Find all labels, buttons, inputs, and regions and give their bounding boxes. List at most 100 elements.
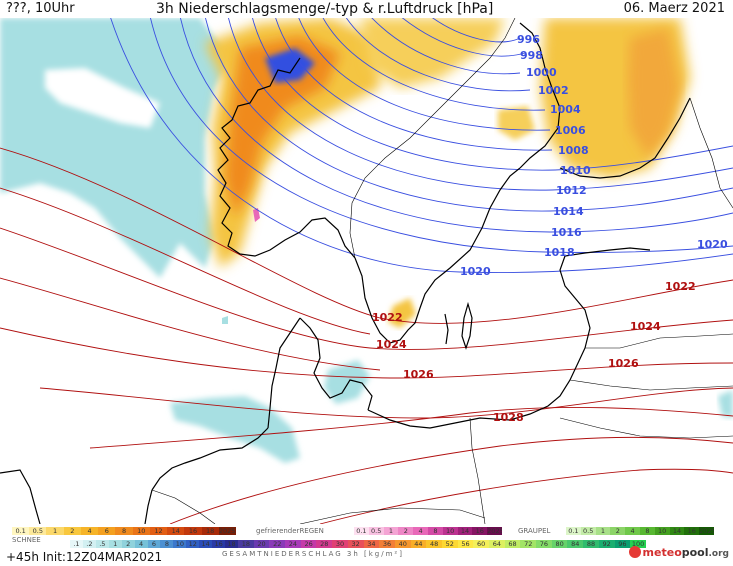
valid-time-label: ???, 10Uhr <box>6 1 75 16</box>
legend-snow-label: SCHNEE <box>12 536 41 544</box>
legend-total-swatch: 34 <box>363 540 380 548</box>
legend-total-swatch: 84 <box>567 540 584 548</box>
coast-bothnia <box>519 22 561 169</box>
coast-netherlands <box>144 489 153 524</box>
isobar-1002 <box>345 18 531 92</box>
isobar-1024-b <box>0 277 381 371</box>
legend-snow-swatch: 10 <box>173 540 187 548</box>
brand-text-domain: .org <box>708 549 729 559</box>
legend-snow-swatch: .2 <box>82 540 96 548</box>
isobar-1018 <box>150 18 733 253</box>
brand-text-meteo: meteo <box>642 546 682 559</box>
legend-rain-swatch: 6 <box>98 527 116 535</box>
legend-snow-swatch: 12 <box>186 540 200 548</box>
coast-gotland <box>461 301 473 350</box>
isobar-label-1012: 1012 <box>556 184 587 197</box>
init-time-label: +45h Init:12Z04MAR2021 <box>6 550 163 564</box>
legend-snow-swatch: 18 <box>225 540 238 548</box>
isobars-high <box>0 147 733 524</box>
legend-snow-scale: .1.2.5 1 2 4 6 8 10 12 14 16 18 <box>70 540 238 548</box>
isobar-1004 <box>322 18 546 111</box>
valid-date-label: 06. Maerz 2021 <box>623 1 725 16</box>
legend-rain-swatch: 0.5 <box>29 527 47 535</box>
legend-snow-swatch: .1 <box>70 540 83 548</box>
legend-total-swatch: 30 <box>332 540 348 548</box>
rain-area-finland-heavy <box>628 28 680 158</box>
legend-total-swatch: 20 <box>253 540 270 548</box>
border-belarus <box>559 417 733 439</box>
legend-rain-swatch: 18 <box>201 527 219 535</box>
coast-oland <box>444 313 449 345</box>
isobar-1016 <box>180 18 733 233</box>
coast-baltic-east <box>559 255 591 349</box>
legend-freezing_rain-swatch: 16 <box>472 527 488 535</box>
legend-freezing_rain-swatch: 0.1 <box>354 527 369 535</box>
legend-total-swatch: 26 <box>300 540 317 548</box>
legend-snow-swatch: .5 <box>95 540 109 548</box>
isobar-label-1026-east: 1026 <box>608 357 639 370</box>
rain-area-norway-heavy <box>225 36 340 218</box>
isobar-1022-b <box>0 187 371 335</box>
legend-total-swatch: 28 <box>316 540 333 548</box>
isobar-1010 <box>252 18 733 171</box>
isobar-label-1022-east: 1022 <box>665 280 696 293</box>
legend-graupel-swatch: 1 <box>595 527 611 535</box>
legend-total-swatch: 52 <box>441 540 458 548</box>
isobars-low <box>110 18 733 274</box>
header-bar: ???, 10Uhr 3h Niederschlagsmenge/-typ & … <box>0 0 733 20</box>
legend-graupel-swatch: 8 <box>639 527 655 535</box>
legend-freezing_rain-swatch: 2 <box>398 527 414 535</box>
legend-graupel-swatch: 0.1 <box>566 527 581 535</box>
snow-white-gap <box>45 68 160 128</box>
isobar-label-996: 996 <box>517 33 540 46</box>
borders <box>151 18 733 524</box>
coast-estonia <box>564 247 651 257</box>
legend-total-swatch: 68 <box>504 540 521 548</box>
isobar-1028-b <box>169 436 733 524</box>
coast-sweden <box>354 167 521 344</box>
legend-freezing-rain-label: gefrierenderREGEN <box>256 527 324 535</box>
isobar-label-1002: 1002 <box>538 84 569 97</box>
legend-snow-swatch: 6 <box>147 540 161 548</box>
rain-area-north <box>360 18 505 88</box>
freezing-rain-spot <box>253 208 260 222</box>
isobar-label-1024-east: 1024 <box>630 320 661 333</box>
legend-total-swatch: 40 <box>394 540 411 548</box>
legend-total-swatch: 36 <box>379 540 395 548</box>
legend-total-scale: 18 20 22 24 26 28 30 32 34 36 40 44 48 52 56 60 64 68 72 76… <box>238 540 646 548</box>
isobar-label-1022-center: 1022 <box>372 311 403 324</box>
rain-core-blue <box>265 48 315 83</box>
legend-total-swatch: 100 <box>630 540 646 548</box>
brand-text-pool: pool <box>681 546 709 559</box>
legend-rain-swatch: 1 <box>46 527 64 535</box>
legend-total-swatch: 72 <box>520 540 537 548</box>
isobar-labels: 996 998 1000 1002 1004 1006 1008 1010 10… <box>372 33 728 424</box>
isobar-998 <box>401 18 526 57</box>
isobar-1000 <box>371 18 521 75</box>
isobar-1026-a <box>0 327 733 379</box>
legend-total-swatch: 32 <box>347 540 364 548</box>
legend-rain-swatch: 4 <box>80 527 99 535</box>
legend-snow-swatch: 14 <box>199 540 213 548</box>
isobar-label-1026-center: 1026 <box>403 368 434 381</box>
isobar-label-1018: 1018 <box>544 246 575 259</box>
isobar-label-1020-center: 1020 <box>460 265 491 278</box>
isobar-label-1024-center: 1024 <box>376 338 407 351</box>
weather-map: 996 998 1000 1002 1004 1006 1008 1010 10… <box>0 18 733 524</box>
border-lithuania <box>569 379 733 391</box>
snow-area-northwest <box>0 18 230 278</box>
coast-uk <box>0 469 41 524</box>
rain-area-bothnia <box>498 106 535 140</box>
brand-logo[interactable]: meteopool.org <box>628 546 729 559</box>
legend-graupel-swatch: 14 <box>669 527 685 535</box>
legend-snow-swatch: 16 <box>212 540 226 548</box>
isobar-label-1014: 1014 <box>553 205 584 218</box>
legend-graupel-swatch: 16 <box>684 527 700 535</box>
border-germany-west <box>151 489 216 524</box>
legend-freezing_rain-swatch: 1 <box>383 527 399 535</box>
legend-rain-swatch: 16 <box>184 527 202 535</box>
legend-total-swatch: 96 <box>614 540 631 548</box>
isobar-1020 <box>110 18 733 274</box>
legend-rain-swatch: 12 <box>149 527 168 535</box>
